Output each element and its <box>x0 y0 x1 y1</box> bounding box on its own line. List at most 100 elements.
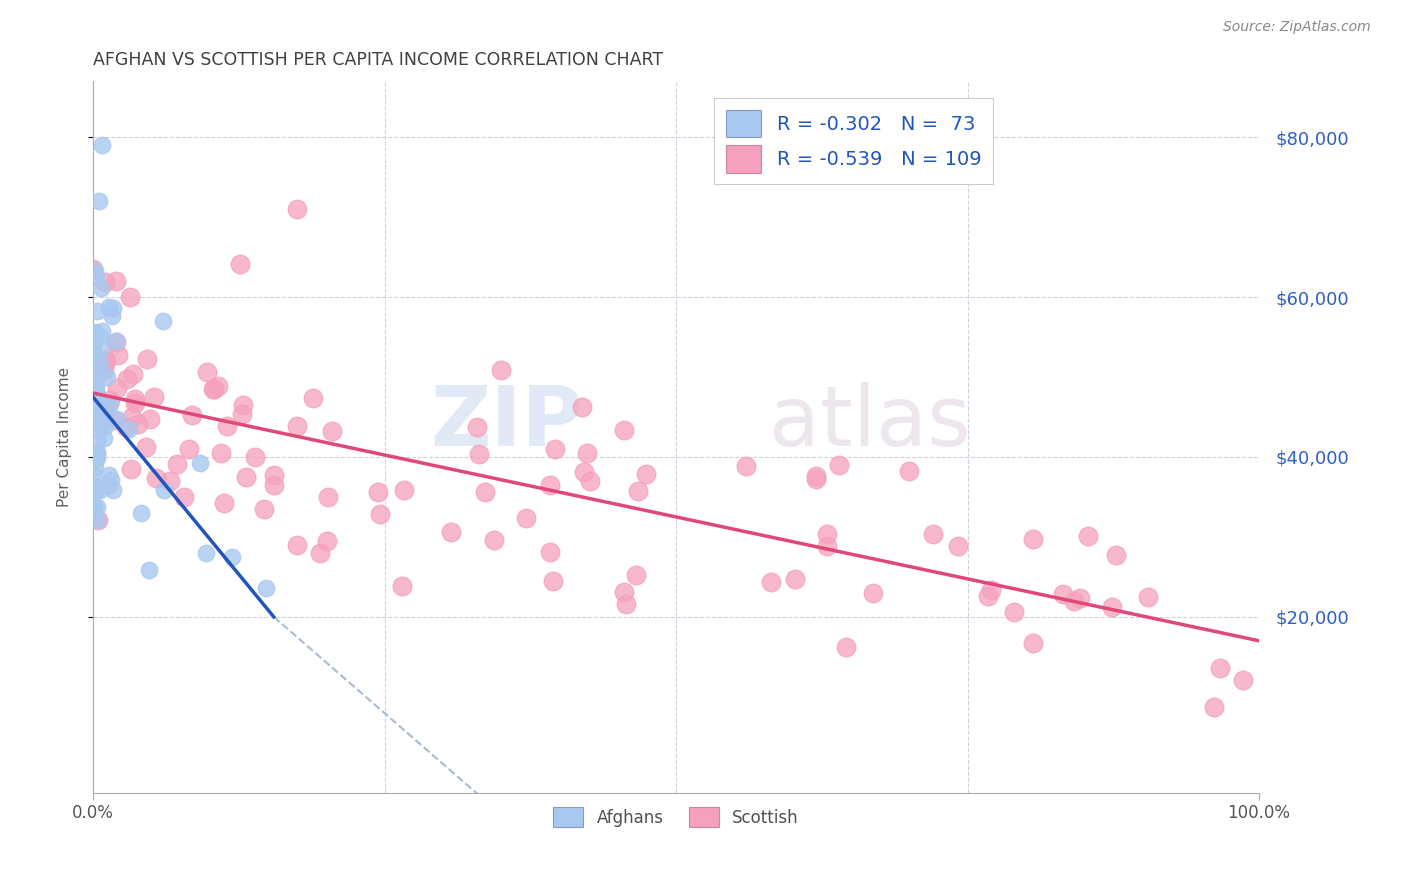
Point <box>159 474 181 488</box>
Point <box>368 508 391 522</box>
Point <box>82 341 104 355</box>
Point <box>243 450 266 465</box>
Point <box>86 447 108 461</box>
Point <box>87 423 110 437</box>
Point <box>806 469 828 483</box>
Point <box>83 459 105 474</box>
Point <box>232 398 254 412</box>
Point <box>86 513 108 527</box>
Point <box>127 417 149 431</box>
Point <box>253 501 276 516</box>
Point <box>173 491 195 505</box>
Point <box>120 290 142 304</box>
Point <box>316 490 339 504</box>
Point <box>86 434 108 449</box>
Point <box>83 403 105 417</box>
Point <box>82 343 104 358</box>
Point <box>90 343 112 357</box>
Point <box>136 352 159 367</box>
Point <box>1232 673 1254 688</box>
Point <box>93 399 115 413</box>
Point <box>321 424 343 438</box>
Point <box>815 527 838 541</box>
Point <box>194 546 217 560</box>
Point <box>100 473 122 487</box>
Point <box>87 410 110 425</box>
Point <box>105 411 128 425</box>
Point <box>1004 605 1026 619</box>
Point <box>627 484 650 499</box>
Point <box>138 562 160 576</box>
Point <box>89 356 111 370</box>
Point <box>87 406 110 420</box>
Point <box>212 496 235 510</box>
Point <box>221 550 243 565</box>
Point <box>84 380 107 394</box>
Point <box>624 567 647 582</box>
Point <box>467 447 489 461</box>
Point <box>575 446 598 460</box>
Point <box>90 324 112 338</box>
Point <box>122 367 145 381</box>
Point <box>84 450 107 464</box>
Point <box>93 363 115 377</box>
Point <box>84 484 107 499</box>
Point <box>105 274 128 288</box>
Point <box>316 534 339 549</box>
Point <box>98 393 121 408</box>
Point <box>1105 548 1128 562</box>
Y-axis label: Per Capita Income: Per Capita Income <box>58 367 72 507</box>
Point <box>98 467 121 482</box>
Point <box>263 467 285 482</box>
Point <box>83 505 105 519</box>
Point <box>118 421 141 435</box>
Point <box>93 432 115 446</box>
Point <box>834 640 856 655</box>
Point <box>83 325 105 339</box>
Point <box>1209 661 1232 675</box>
Point <box>129 507 152 521</box>
Point <box>1077 529 1099 543</box>
Point <box>84 388 107 402</box>
Point <box>538 545 561 559</box>
Point <box>89 483 111 497</box>
Point <box>83 375 105 389</box>
Point <box>82 333 104 347</box>
Point <box>180 408 202 422</box>
Point <box>209 446 232 460</box>
Point <box>190 456 212 470</box>
Point <box>572 465 595 479</box>
Point <box>217 419 239 434</box>
Point <box>1052 587 1074 601</box>
Point <box>87 513 110 527</box>
Point <box>105 381 128 395</box>
Point <box>86 450 108 465</box>
Point <box>1069 591 1091 605</box>
Point <box>101 310 124 324</box>
Point <box>142 390 165 404</box>
Point <box>579 474 602 488</box>
Point <box>177 442 200 456</box>
Point <box>785 572 807 586</box>
Point <box>96 401 118 415</box>
Point <box>897 464 920 478</box>
Point <box>124 392 146 406</box>
Point <box>145 471 167 485</box>
Point <box>515 510 537 524</box>
Point <box>86 500 108 514</box>
Point <box>83 351 105 365</box>
Point <box>91 138 114 153</box>
Point <box>948 539 970 553</box>
Point <box>391 579 413 593</box>
Point <box>166 457 188 471</box>
Point <box>101 301 124 316</box>
Point <box>543 442 565 457</box>
Point <box>815 539 838 553</box>
Point <box>202 382 225 396</box>
Point <box>124 396 146 410</box>
Point <box>83 500 105 514</box>
Point <box>827 458 849 472</box>
Point <box>90 416 112 430</box>
Point <box>82 410 104 425</box>
Point <box>97 300 120 314</box>
